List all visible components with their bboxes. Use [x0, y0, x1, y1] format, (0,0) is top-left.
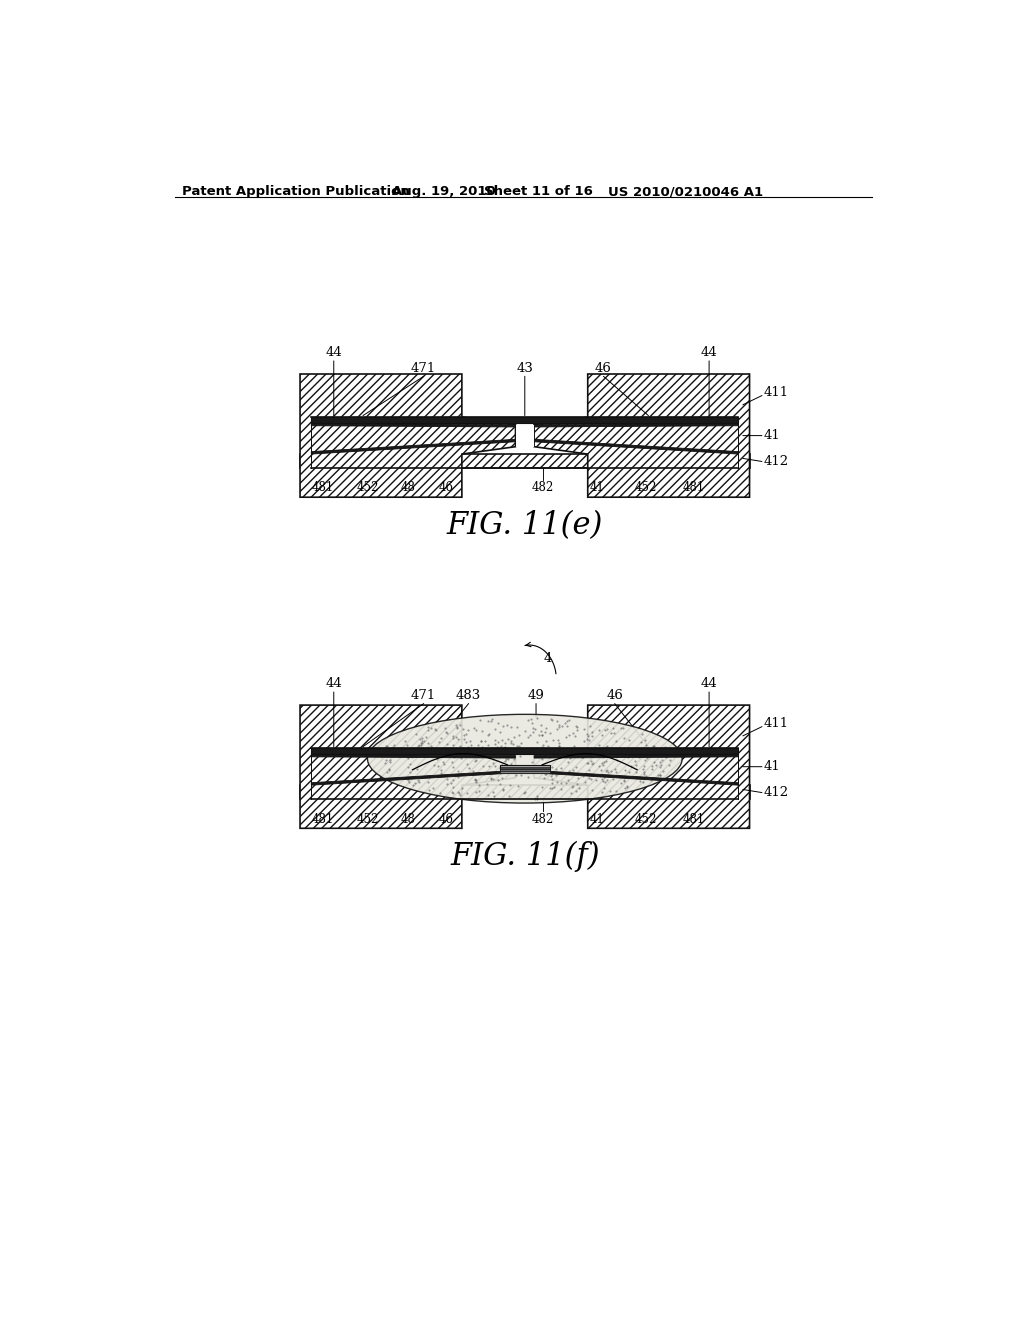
Text: Sheet 11 of 16: Sheet 11 of 16 — [484, 185, 593, 198]
Polygon shape — [515, 425, 535, 446]
Text: 481: 481 — [682, 813, 705, 825]
Text: FIG. 11(f): FIG. 11(f) — [450, 841, 600, 873]
Text: 44: 44 — [326, 677, 342, 690]
Text: 44: 44 — [700, 346, 718, 359]
Bar — [500, 764, 550, 774]
Polygon shape — [535, 374, 750, 498]
Text: 471: 471 — [411, 689, 436, 702]
Text: 44: 44 — [700, 677, 718, 690]
Text: 452: 452 — [635, 482, 657, 495]
Text: 452: 452 — [356, 813, 379, 825]
Text: 482: 482 — [531, 813, 554, 825]
Polygon shape — [535, 424, 738, 426]
Polygon shape — [300, 454, 750, 467]
Polygon shape — [311, 755, 515, 758]
Polygon shape — [311, 748, 738, 755]
Text: Aug. 19, 2010: Aug. 19, 2010 — [391, 185, 496, 198]
Text: 44: 44 — [326, 346, 342, 359]
Text: 46: 46 — [438, 813, 454, 825]
Text: 41: 41 — [764, 760, 780, 774]
Polygon shape — [535, 755, 738, 758]
Polygon shape — [300, 785, 750, 799]
Text: 46: 46 — [606, 689, 624, 702]
Polygon shape — [300, 705, 515, 829]
Ellipse shape — [368, 714, 682, 803]
Polygon shape — [535, 771, 738, 785]
Text: 482: 482 — [531, 482, 554, 495]
Text: 412: 412 — [764, 787, 788, 799]
Text: 483: 483 — [456, 689, 481, 702]
Polygon shape — [311, 417, 738, 424]
Polygon shape — [535, 705, 750, 829]
Text: 412: 412 — [764, 455, 788, 469]
Text: Patent Application Publication: Patent Application Publication — [182, 185, 410, 198]
Text: 48: 48 — [400, 482, 416, 495]
Text: 48: 48 — [400, 813, 416, 825]
Bar — [500, 771, 550, 774]
Bar — [500, 767, 550, 770]
Bar — [500, 770, 550, 771]
Text: 481: 481 — [311, 482, 334, 495]
Polygon shape — [515, 425, 535, 442]
Text: 41: 41 — [589, 482, 604, 495]
Polygon shape — [311, 771, 515, 785]
Polygon shape — [311, 424, 515, 426]
Text: US 2010/0210046 A1: US 2010/0210046 A1 — [608, 185, 764, 198]
Text: 46: 46 — [438, 482, 454, 495]
Text: 4: 4 — [543, 652, 552, 665]
Text: 481: 481 — [682, 482, 705, 495]
Text: 41: 41 — [589, 813, 604, 825]
Text: 411: 411 — [764, 717, 788, 730]
Text: 41: 41 — [764, 429, 780, 442]
Polygon shape — [535, 440, 738, 454]
Text: 46: 46 — [595, 362, 612, 375]
Text: 411: 411 — [764, 385, 788, 399]
Text: 452: 452 — [356, 482, 379, 495]
Text: 43: 43 — [516, 362, 534, 375]
Text: FIG. 11(e): FIG. 11(e) — [446, 510, 603, 541]
Text: 49: 49 — [527, 689, 545, 702]
Text: 481: 481 — [311, 813, 334, 825]
Text: 452: 452 — [635, 813, 657, 825]
Polygon shape — [311, 440, 515, 454]
Text: 471: 471 — [411, 362, 436, 375]
Polygon shape — [300, 374, 515, 498]
